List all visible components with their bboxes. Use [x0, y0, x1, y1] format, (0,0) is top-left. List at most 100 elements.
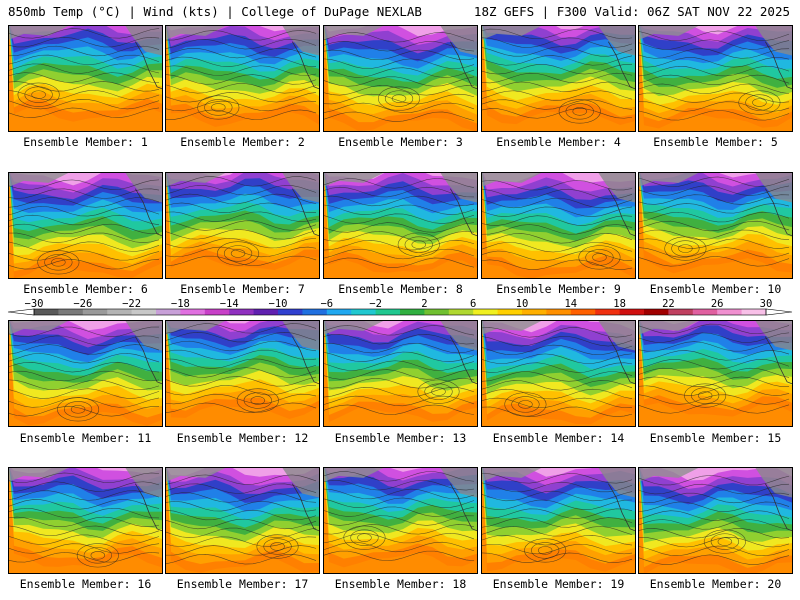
- ensemble-map-panel: [165, 467, 320, 574]
- colorbar-tick-label: −18: [171, 298, 190, 310]
- temperature-field-map: [9, 173, 162, 278]
- colorbar-segment: [473, 309, 498, 315]
- colorbar-segment: [204, 309, 230, 315]
- ensemble-map-panel: [638, 25, 793, 132]
- ensemble-member-label: Ensemble Member: 3: [338, 135, 463, 149]
- colorbar-segment: [131, 309, 157, 315]
- colorbar-segment: [375, 309, 401, 315]
- ensemble-map-panel: [8, 467, 163, 574]
- temperature-field-map: [324, 26, 477, 131]
- ensemble-member-label: Ensemble Member: 10: [649, 282, 782, 296]
- ensemble-map-panel: [323, 320, 478, 427]
- ensemble-map-panel: [8, 25, 163, 132]
- colorbar-tick-label: −26: [73, 298, 92, 310]
- colorbar-segment: [400, 309, 425, 315]
- temperature-field-map: [482, 321, 635, 426]
- ensemble-map-panel: [323, 172, 478, 279]
- colorbar-segment: [497, 309, 523, 315]
- colorbar-tick-label: 14: [564, 298, 577, 310]
- colorbar-outline: [33, 308, 767, 316]
- colorbar-segment: [644, 309, 669, 315]
- ensemble-member-label: Ensemble Member: 20: [649, 577, 782, 591]
- ensemble-member-label: Ensemble Member: 7: [180, 282, 305, 296]
- ensemble-member-label: Ensemble Member: 8: [338, 282, 463, 296]
- ensemble-member-label: Ensemble Member: 4: [496, 135, 621, 149]
- temperature-field-map: [639, 173, 792, 278]
- colorbar-tick-label: 2: [421, 298, 427, 310]
- temperature-field-map: [9, 468, 162, 573]
- ensemble-map-panel: [165, 320, 320, 427]
- colorbar-segment: [546, 309, 572, 315]
- colorbar-tick-label: −22: [122, 298, 141, 310]
- ensemble-member-label: Ensemble Member: 2: [180, 135, 305, 149]
- colorbar-segment: [424, 309, 450, 315]
- colorbar-tick-label: −2: [369, 298, 382, 310]
- colorbar-segment: [570, 309, 596, 315]
- temperature-field-map: [166, 173, 319, 278]
- ensemble-member-label: Ensemble Member: 9: [496, 282, 621, 296]
- temperature-field-map: [166, 321, 319, 426]
- ensemble-member-label: Ensemble Member: 1: [23, 135, 148, 149]
- colorbar-segment: [351, 309, 376, 315]
- ensemble-map-panel: [165, 25, 320, 132]
- colorbar-segment: [253, 309, 279, 315]
- colorbar-segment: [717, 309, 742, 315]
- temperature-field-map: [482, 173, 635, 278]
- colorbar-tick-label: 18: [613, 298, 626, 310]
- colorbar-tick-label: 26: [711, 298, 724, 310]
- temperature-field-map: [9, 321, 162, 426]
- ensemble-member-label: Ensemble Member: 15: [649, 431, 782, 445]
- ensemble-member-label: Ensemble Member: 13: [334, 431, 467, 445]
- ensemble-map-panel: [481, 25, 636, 132]
- colorbar-segment: [229, 309, 254, 315]
- colorbar-segment: [448, 309, 474, 315]
- colorbar-segment: [180, 309, 206, 315]
- temperature-field-map: [482, 26, 635, 131]
- colorbar-segment: [692, 309, 718, 315]
- colorbar-tick-label: 6: [470, 298, 476, 310]
- ensemble-member-label: Ensemble Member: 6: [23, 282, 148, 296]
- colorbar-tick-label: −6: [320, 298, 333, 310]
- ensemble-member-label: Ensemble Member: 12: [176, 431, 309, 445]
- colorbar-segment: [107, 309, 132, 315]
- ensemble-member-label: Ensemble Member: 11: [19, 431, 152, 445]
- temperature-field-map: [639, 321, 792, 426]
- colorbar-segment: [668, 309, 694, 315]
- colorbar-tick-label: 22: [662, 298, 675, 310]
- ensemble-member-label: Ensemble Member: 18: [334, 577, 467, 591]
- colorbar-segment: [34, 309, 59, 315]
- colorbar-tick-label: 10: [516, 298, 529, 310]
- ensemble-map-panel: [8, 172, 163, 279]
- ensemble-map-panel: [481, 172, 636, 279]
- colorbar-segment: [82, 309, 108, 315]
- temperature-field-map: [166, 468, 319, 573]
- ensemble-member-label: Ensemble Member: 17: [176, 577, 309, 591]
- ensemble-map-panel: [481, 467, 636, 574]
- temperature-field-map: [482, 468, 635, 573]
- colorbar-tick-label: −10: [269, 298, 288, 310]
- colorbar-segment: [326, 309, 352, 315]
- temperature-field-map: [166, 26, 319, 131]
- colorbar-segment: [741, 309, 767, 315]
- map-title: 850mb Temp (°C) | Wind (kts) | College o…: [8, 4, 422, 19]
- colorbar-segment: [278, 309, 303, 315]
- colorbar-segment: [522, 309, 547, 315]
- ensemble-map-panel: [638, 172, 793, 279]
- ensemble-map-panel: [638, 320, 793, 427]
- colorbar-segment: [619, 309, 645, 315]
- ensemble-map-panel: [481, 320, 636, 427]
- temperature-field-map: [639, 468, 792, 573]
- ensemble-member-label: Ensemble Member: 14: [492, 431, 625, 445]
- temperature-field-map: [639, 26, 792, 131]
- colorbar-tick-label: −14: [220, 298, 239, 310]
- ensemble-map-panel: [8, 320, 163, 427]
- ensemble-member-label: Ensemble Member: 16: [19, 577, 152, 591]
- ensemble-member-label: Ensemble Member: 5: [653, 135, 778, 149]
- ensemble-map-panel: [323, 25, 478, 132]
- temperature-field-map: [324, 468, 477, 573]
- temperature-field-map: [9, 26, 162, 131]
- ensemble-map-panel: [165, 172, 320, 279]
- ensemble-member-label: Ensemble Member: 19: [492, 577, 625, 591]
- colorbar-segment: [595, 309, 620, 315]
- model-run-valid-time: 18Z GEFS | F300 Valid: 06Z SAT NOV 22 20…: [473, 4, 790, 19]
